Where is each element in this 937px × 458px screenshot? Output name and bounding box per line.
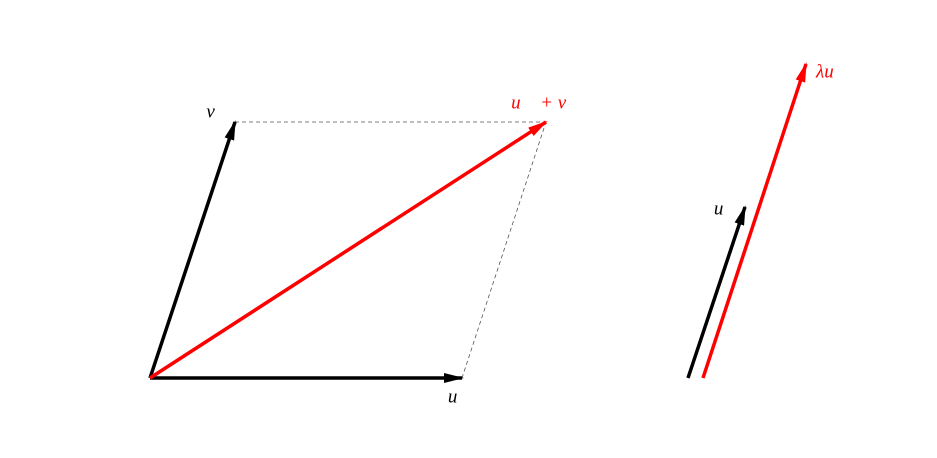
label-lambda-u: λu⃗ — [815, 61, 849, 82]
vector-v — [148, 120, 237, 379]
label-sum: u⃗ + v⃗ — [511, 92, 581, 113]
vector-sum — [149, 120, 548, 380]
label-v: v⃗ — [206, 101, 229, 122]
label-u: u⃗ — [448, 386, 472, 407]
vector-lambda-u — [701, 62, 808, 379]
vector-u-right — [686, 205, 747, 379]
dashed-line — [461, 121, 547, 379]
label-u-right: u⃗ — [714, 198, 738, 219]
